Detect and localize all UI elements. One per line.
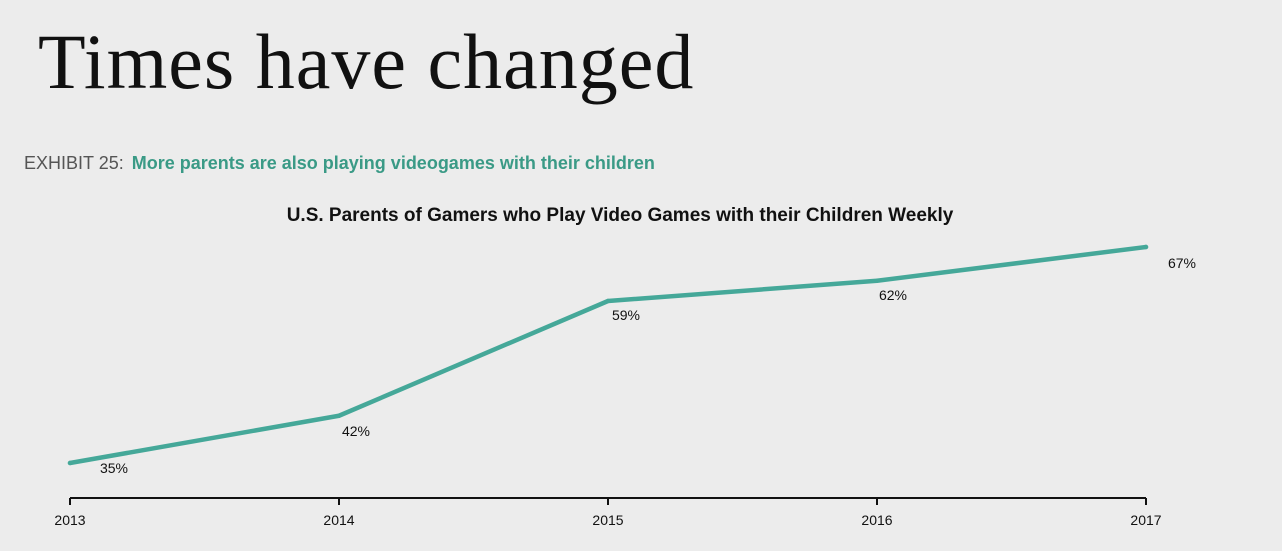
x-tick-label-2017: 2017	[1130, 512, 1161, 528]
data-label-2014: 42%	[342, 423, 370, 439]
exhibit-caption: More parents are also playing videogames…	[131, 153, 655, 173]
data-point-2016	[874, 278, 880, 283]
exhibit-heading: EXHIBIT 25: More parents are also playing…	[24, 150, 655, 176]
slide-title: Times have changed	[38, 18, 695, 105]
data-point-2013	[67, 460, 73, 466]
exhibit-label: EXHIBIT 25:	[24, 153, 124, 173]
x-tick-label-2015: 2015	[592, 512, 623, 528]
x-axis: 2013 2014 2015 2016 2017	[54, 497, 1162, 528]
data-point-2015	[605, 298, 611, 304]
x-tick-label-2016: 2016	[861, 512, 892, 528]
data-label-2016: 62%	[879, 287, 907, 303]
data-label-2015: 59%	[612, 307, 640, 323]
data-label-2013: 35%	[100, 460, 128, 476]
data-labels: 35% 42% 59% 62% 67%	[100, 255, 1196, 476]
data-label-2017: 67%	[1168, 255, 1196, 271]
x-tick-label-2014: 2014	[323, 512, 354, 528]
chart-title: U.S. Parents of Gamers who Play Video Ga…	[286, 205, 954, 226]
data-point-2014	[336, 413, 342, 418]
series-line-0	[67, 244, 1149, 466]
series-group	[67, 244, 1149, 466]
x-tick-label-2013: 2013	[54, 512, 85, 528]
data-point-2017	[1143, 244, 1149, 250]
